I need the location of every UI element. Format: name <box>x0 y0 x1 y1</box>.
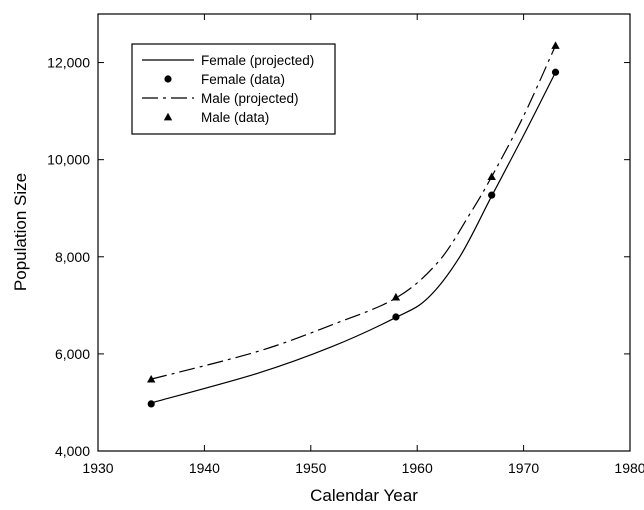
x-axis-title: Calendar Year <box>310 486 418 505</box>
female-data-point <box>488 191 496 199</box>
y-tick-label: 12,000 <box>47 55 90 71</box>
legend-label-male-projected: Male (projected) <box>201 91 299 106</box>
female-data-point <box>392 313 400 321</box>
legend-label-female-data: Female (data) <box>201 72 285 87</box>
male-projected-line <box>151 45 557 380</box>
legend-label-male-data: Male (data) <box>201 110 269 125</box>
y-tick-label: 4,000 <box>55 443 90 459</box>
x-tick-label: 1930 <box>82 460 113 476</box>
x-tick-label: 1950 <box>295 460 326 476</box>
male-data-point <box>391 292 401 301</box>
legend-label-female-projected: Female (projected) <box>201 53 314 68</box>
x-tick-label: 1970 <box>508 460 539 476</box>
axis-ticks: 1930 1940 1950 1960 1970 1980 4,000 6,000 8,000 1… <box>47 14 644 476</box>
legend: Female (projected) Female (data) Male (pro… <box>131 43 336 135</box>
series-markers <box>147 41 560 408</box>
x-tick-label: 1940 <box>189 460 220 476</box>
legend-swatch-male-data <box>163 112 173 121</box>
female-projected-line <box>151 71 557 404</box>
female-data-point <box>147 400 155 408</box>
y-tick-label: 8,000 <box>55 249 90 265</box>
y-tick-label: 6,000 <box>55 346 90 362</box>
male-data-point <box>551 41 560 49</box>
x-tick-label: 1980 <box>614 460 644 476</box>
x-tick-label: 1960 <box>402 460 433 476</box>
male-data-point <box>147 374 156 383</box>
y-axis-title: Population Size <box>11 173 30 291</box>
y-tick-label: 10,000 <box>47 152 90 168</box>
legend-swatch-female-data <box>164 75 172 83</box>
female-data-point <box>551 68 560 76</box>
plot-frame <box>97 13 631 452</box>
series-lines <box>151 45 557 404</box>
male-data-point <box>487 172 496 181</box>
